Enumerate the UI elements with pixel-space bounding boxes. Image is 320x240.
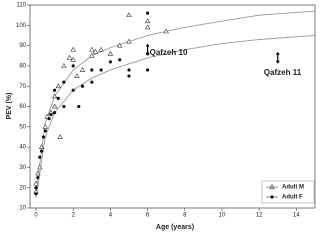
y-tick-label: 100 bbox=[16, 23, 27, 29]
point bbox=[51, 93, 58, 99]
point bbox=[146, 11, 150, 15]
point bbox=[37, 164, 43, 170]
y-tick-label: 70 bbox=[19, 84, 26, 90]
point bbox=[70, 56, 76, 62]
x-tick-label: 10 bbox=[219, 213, 226, 219]
legend-label: Adult F bbox=[282, 195, 303, 201]
fit-curve bbox=[35, 10, 316, 192]
arrow-head bbox=[275, 51, 280, 64]
point bbox=[107, 50, 114, 56]
legend-box bbox=[261, 180, 315, 204]
point bbox=[163, 28, 169, 34]
point bbox=[49, 113, 53, 117]
point bbox=[34, 192, 38, 196]
point bbox=[35, 170, 41, 176]
point bbox=[146, 68, 150, 72]
point bbox=[41, 135, 46, 139]
point bbox=[62, 80, 66, 84]
y-tick-label: 20 bbox=[19, 185, 26, 191]
legend-marker bbox=[269, 184, 275, 189]
annotation: Qafzeh 11 bbox=[264, 68, 302, 77]
x-tick-label: 6 bbox=[146, 213, 150, 219]
y-axis-label: PEV (%) bbox=[6, 93, 13, 120]
y-tick-label: 60 bbox=[19, 104, 26, 110]
point bbox=[56, 96, 60, 100]
point bbox=[118, 58, 122, 62]
point bbox=[57, 134, 63, 139]
point bbox=[53, 88, 57, 92]
point bbox=[116, 42, 123, 48]
x-tick-label: 8 bbox=[183, 213, 187, 219]
y-tick-label: 80 bbox=[19, 63, 26, 69]
fit-curve bbox=[35, 35, 316, 198]
point bbox=[61, 62, 67, 68]
x-tick-label: 12 bbox=[256, 213, 263, 219]
point bbox=[70, 46, 76, 52]
legend-label: Adult M bbox=[282, 185, 304, 191]
x-axis-label: Age (years) bbox=[156, 224, 194, 231]
point bbox=[80, 84, 85, 88]
point bbox=[98, 46, 104, 52]
point bbox=[77, 104, 81, 109]
y-tick-label: 110 bbox=[16, 3, 26, 9]
plot-frame bbox=[29, 4, 316, 209]
point bbox=[74, 73, 80, 78]
point bbox=[55, 83, 62, 89]
annotation: Qafzeh 10 bbox=[150, 48, 188, 57]
point bbox=[53, 110, 57, 115]
point bbox=[38, 144, 45, 149]
x-tick-label: 0 bbox=[34, 213, 38, 219]
point bbox=[43, 129, 47, 133]
arrow-head bbox=[145, 43, 150, 56]
point bbox=[127, 74, 131, 78]
point bbox=[108, 60, 112, 64]
point bbox=[127, 68, 131, 72]
point bbox=[90, 68, 94, 72]
point bbox=[36, 175, 40, 180]
x-tick-label: 4 bbox=[109, 213, 113, 219]
y-tick-label: 40 bbox=[19, 145, 26, 151]
point bbox=[62, 104, 66, 109]
point bbox=[126, 38, 132, 44]
y-tick-label: 30 bbox=[19, 165, 26, 171]
point bbox=[71, 88, 75, 92]
point bbox=[34, 186, 38, 190]
point bbox=[90, 80, 94, 84]
point bbox=[79, 67, 86, 72]
point bbox=[39, 149, 44, 153]
point bbox=[126, 12, 132, 18]
point bbox=[38, 155, 42, 159]
y-tick-label: 50 bbox=[19, 124, 26, 130]
x-tick-label: 14 bbox=[293, 213, 300, 219]
point bbox=[66, 54, 73, 60]
chart: Age (years) PEV (%) 0 2 4 6 8 10 12 14 10 20 30 40 5… bbox=[6, 3, 316, 231]
y-tick-label: 10 bbox=[19, 206, 26, 212]
point bbox=[89, 52, 95, 58]
point bbox=[51, 103, 58, 109]
point bbox=[47, 117, 51, 121]
point bbox=[42, 123, 49, 129]
point bbox=[92, 48, 99, 54]
page: Age (years) PEV (%) 0 2 4 6 8 10 12 14 10 20 30 40 5… bbox=[5, 2, 316, 231]
point bbox=[71, 64, 75, 68]
point bbox=[144, 24, 151, 30]
point bbox=[33, 180, 39, 186]
point bbox=[99, 68, 103, 72]
y-tick-label: 90 bbox=[19, 43, 26, 49]
point bbox=[89, 46, 95, 52]
x-tick-label: 2 bbox=[72, 213, 76, 219]
point bbox=[144, 18, 151, 24]
